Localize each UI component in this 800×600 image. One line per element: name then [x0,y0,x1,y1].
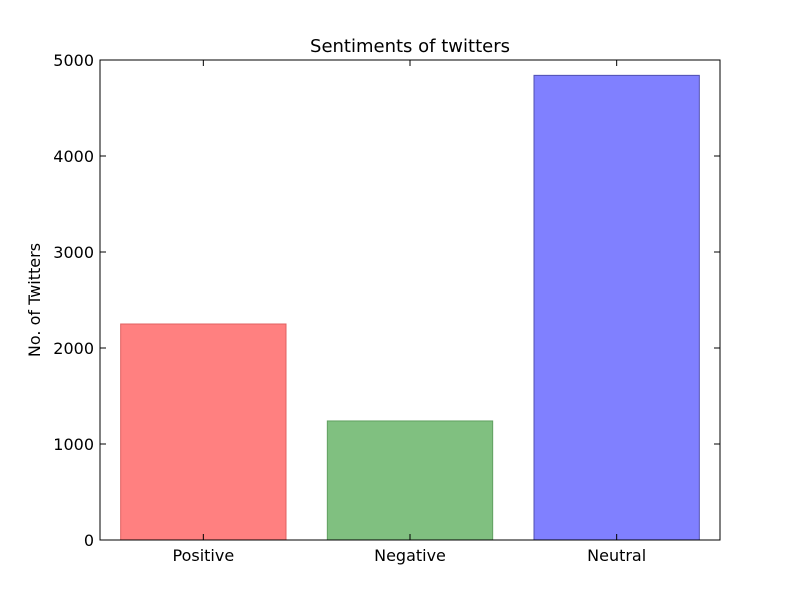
bar-positive [120,323,287,541]
y-tick-label: 1000 [53,435,94,454]
y-axis-label: No. of Twitters [25,243,44,357]
y-tick-label: 2000 [53,339,94,358]
bars-layer [120,74,700,541]
y-tick-label: 0 [84,531,94,550]
plot-frame [99,59,721,541]
bar-neutral [533,74,700,541]
y-tick-label: 4000 [53,147,94,166]
tick-labels-layer: Positive Negative Neutral 0 1000 2000 3000 4000… [53,51,646,565]
x-tick-label: Positive [172,546,234,565]
x-tick-label: Negative [374,546,446,565]
x-tick-label: Neutral [587,546,646,565]
y-tick-label: 5000 [53,51,94,70]
chart-title: Sentiments of twitters [310,36,510,57]
bar-negative [326,420,494,541]
y-tick-label: 3000 [53,243,94,262]
